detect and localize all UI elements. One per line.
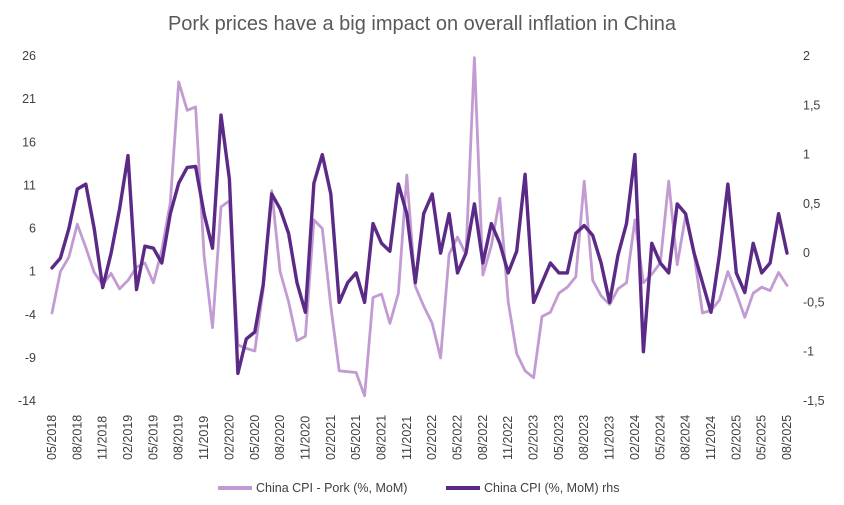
y-right-tick-label: -1	[803, 345, 814, 359]
x-tick-label: 02/2025	[729, 415, 743, 460]
x-tick-label: 02/2021	[324, 415, 338, 460]
chart-title: Pork prices have a big impact on overall…	[168, 13, 677, 35]
y-right-tick-label: 0	[803, 246, 810, 260]
x-tick-label: 02/2020	[222, 415, 236, 460]
y-axis-left: 26 21 16 11 6 1 -4 -9 -14	[18, 49, 36, 408]
x-tick-label: 08/2018	[70, 415, 84, 460]
x-tick-label: 08/2022	[476, 415, 490, 460]
x-tick-label: 11/2022	[501, 416, 515, 460]
x-tick-label: 11/2020	[298, 416, 312, 460]
y-left-tick-label: 11	[23, 178, 36, 192]
x-tick-label: 02/2022	[425, 415, 439, 460]
plot-area	[50, 56, 789, 398]
y-left-tick-label: -9	[25, 351, 36, 365]
y-left-tick-label: 6	[29, 222, 36, 236]
y-left-tick-label: 26	[22, 49, 36, 63]
y-left-tick-label: 16	[22, 135, 36, 149]
x-tick-label: 11/2023	[603, 416, 617, 460]
x-tick-label: 05/2024	[653, 415, 667, 460]
x-tick-label: 08/2019	[172, 415, 186, 460]
x-tick-label: 05/2025	[755, 415, 769, 460]
y-axis-right: 2 1,5 1 0,5 0 -0,5 -1 -1,5	[803, 49, 825, 408]
x-tick-label: 02/2024	[628, 415, 642, 460]
x-axis: 05/2018 08/2018 11/2018 02/2019 05/2019 08/20…	[45, 415, 794, 460]
x-tick-label: 02/2019	[121, 415, 135, 460]
x-tick-label: 11/2021	[400, 416, 414, 460]
x-tick-label: 05/2023	[552, 415, 566, 460]
y-left-tick-label: 1	[29, 265, 36, 279]
x-tick-label: 08/2021	[374, 415, 388, 460]
series-line-china-cpi	[50, 113, 789, 376]
x-tick-label: 05/2020	[248, 415, 262, 460]
y-right-tick-label: -1,5	[803, 394, 825, 408]
y-left-tick-label: 21	[22, 92, 36, 106]
x-tick-label: 11/2018	[96, 416, 110, 460]
y-right-tick-label: 1,5	[803, 98, 820, 112]
y-right-tick-label: 1	[803, 148, 810, 162]
legend-label-pork: China CPI - Pork (%, MoM)	[256, 481, 407, 495]
x-tick-label: 05/2022	[451, 415, 465, 460]
y-right-tick-label: -0,5	[803, 295, 825, 309]
x-tick-label: 08/2025	[780, 415, 794, 460]
x-tick-label: 08/2024	[679, 415, 693, 460]
x-tick-label: 05/2018	[45, 415, 59, 460]
x-tick-label: 02/2023	[527, 415, 541, 460]
x-tick-label: 05/2019	[146, 415, 160, 460]
x-tick-label: 08/2020	[273, 415, 287, 460]
legend: China CPI - Pork (%, MoM) China CPI (%, …	[218, 481, 619, 495]
y-left-tick-label: -14	[18, 394, 36, 408]
x-tick-label: 11/2024	[704, 416, 718, 460]
y-left-tick-label: -4	[25, 308, 36, 322]
x-tick-label: 11/2019	[197, 416, 211, 460]
series-line-pork-cpi	[50, 56, 789, 398]
y-right-tick-label: 2	[803, 49, 810, 63]
x-tick-label: 05/2021	[349, 415, 363, 460]
x-tick-label: 08/2023	[577, 415, 591, 460]
legend-label-cpi: China CPI (%, MoM) rhs	[484, 481, 619, 495]
y-right-tick-label: 0,5	[803, 197, 820, 211]
